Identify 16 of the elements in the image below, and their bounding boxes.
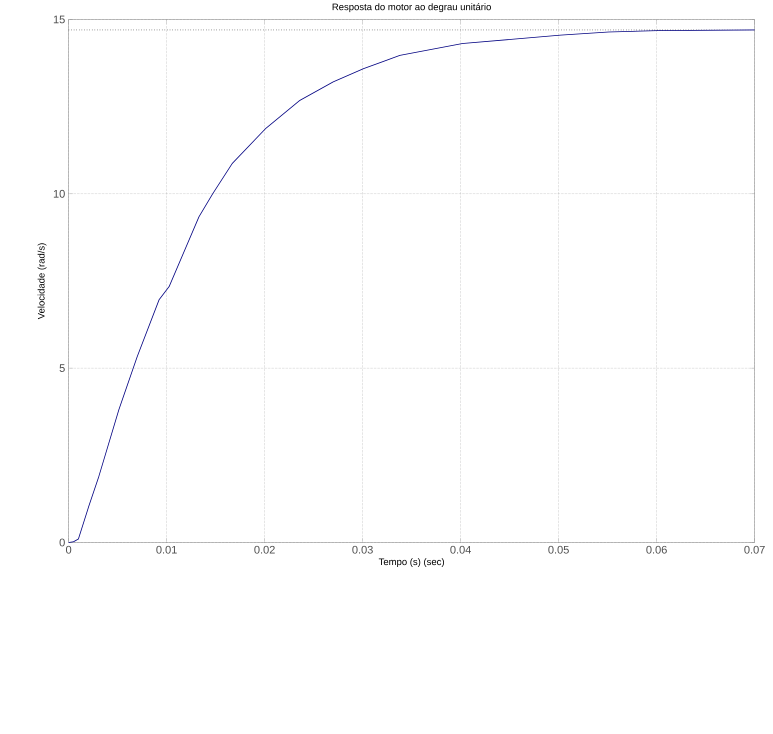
x-tick-label: 0.01 [156,546,177,554]
x-axis-title: Tempo (s) (sec) [378,558,444,567]
x-tick-label: 0.03 [352,546,373,554]
y-tick-label: 15 [54,16,65,24]
y-axis-title: Velocidade (rad/s) [38,243,46,320]
x-tick-label: 0.04 [450,546,471,554]
x-tick-label: 0.06 [646,546,667,554]
x-tick-label: 0 [66,546,72,554]
y-tick-label: 5 [60,364,65,372]
y-tick-label: 10 [54,190,65,198]
chart-title: Resposta do motor ao degrau unitário [332,3,491,12]
x-tick-label: 0.05 [548,546,569,554]
line-series [68,29,756,543]
y-tick-label: 0 [60,538,65,546]
x-tick-label: 0.02 [254,546,275,554]
x-tick-label: 0.07 [744,546,765,554]
